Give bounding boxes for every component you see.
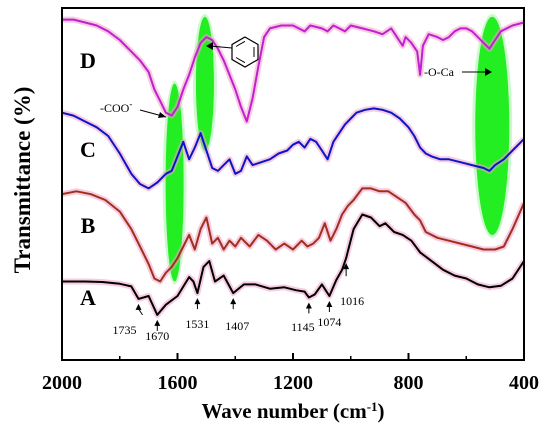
curve-c: [62, 107, 524, 190]
highlight-band-2: [475, 16, 510, 235]
curve-c-halo: [62, 105, 524, 192]
oca-label: -O-Ca: [424, 65, 492, 79]
curve-b: [62, 187, 524, 283]
x-tick-label-1200: 1200: [273, 372, 313, 394]
peak-label-1074: 1074: [317, 315, 341, 329]
oca-arrowhead: [485, 68, 492, 76]
peak-label-1145: 1145: [291, 320, 315, 334]
peak-arrowhead-1145: [305, 302, 312, 309]
x-tick-label-400: 400: [509, 372, 539, 394]
coo-label-text: -COO-: [100, 99, 132, 115]
curve-labels: A B C D: [80, 48, 96, 310]
curve-label-b: B: [81, 213, 96, 238]
peak-arrowhead-1407: [230, 298, 237, 305]
benzene-ring-icon: [206, 36, 259, 68]
peak-label-1407: 1407: [225, 319, 249, 333]
peak-arrowhead-1735: [135, 303, 142, 310]
peak-arrowhead-1531: [194, 298, 201, 305]
coo-label: -COO-: [100, 99, 167, 118]
x-tick-label-1600: 1600: [158, 372, 198, 394]
peak-annotations: 1735 1670 1531 1407 1145 1074 1016: [113, 263, 364, 343]
y-axis-title: Transmittance (%): [10, 87, 35, 274]
x-tick-labels: 2000 1600 1200 800 400: [42, 372, 539, 394]
x-ticks: [61, 353, 525, 360]
curve-d: [62, 18, 524, 123]
plot-frame: [61, 7, 525, 361]
peak-label-1670: 1670: [145, 329, 169, 343]
x-axis-title: Wave number (cm-1): [201, 399, 384, 424]
peak-label-1735: 1735: [113, 323, 137, 337]
curve-label-d: D: [80, 48, 96, 73]
curves: [62, 18, 524, 316]
peak-label-1016: 1016: [340, 294, 364, 308]
curve-a: [62, 213, 524, 316]
peak-arrowhead-1016: [343, 263, 350, 270]
benzene-arrow: [209, 45, 233, 49]
peak-arrowhead-1670: [154, 319, 161, 326]
peak-label-1531: 1531: [185, 317, 209, 331]
curve-b-halo: [62, 185, 524, 285]
highlight-band-0: [165, 83, 184, 282]
x-tick-label-800: 800: [394, 372, 424, 394]
coo-arrowhead: [158, 112, 166, 118]
oca-label-text: -O-Ca: [424, 65, 455, 79]
curve-halos: [62, 16, 524, 318]
curve-label-a: A: [80, 285, 96, 310]
x-tick-label-2000: 2000: [42, 372, 82, 394]
peak-arrowhead-1074: [326, 301, 333, 307]
curve-label-c: C: [80, 137, 96, 162]
